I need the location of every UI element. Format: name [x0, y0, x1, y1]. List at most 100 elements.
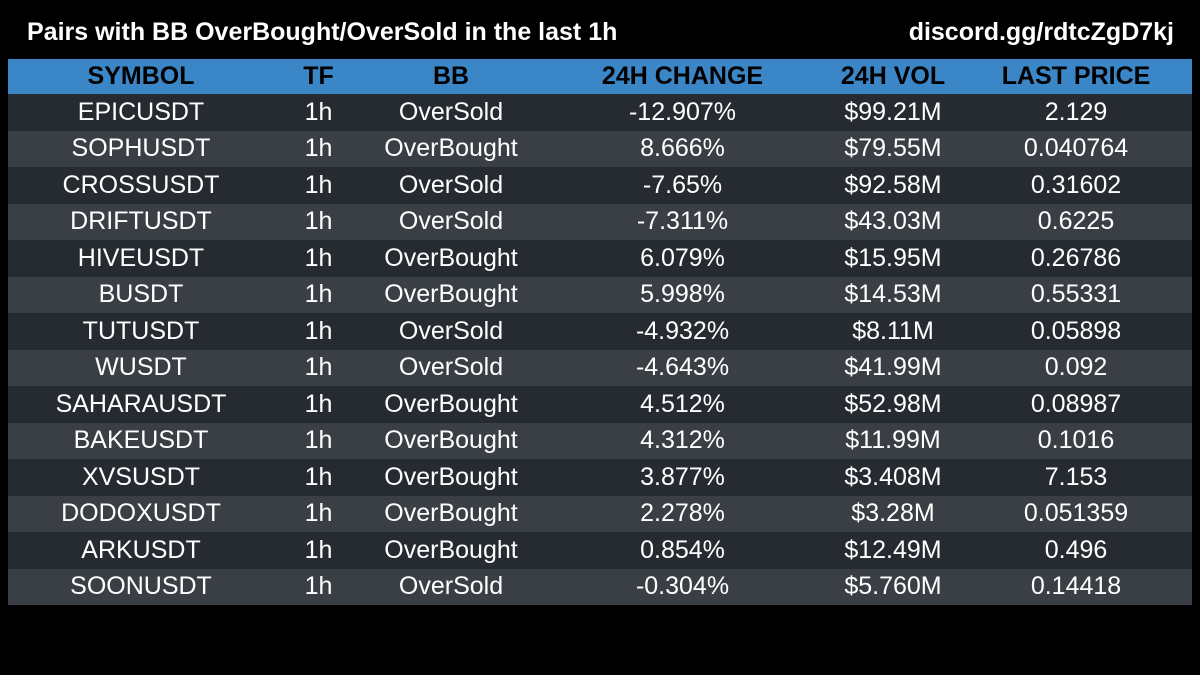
tf-cell: 1h — [274, 313, 363, 350]
bb-cell: OverBought — [363, 422, 539, 459]
symbol-cell: SAHARAUSDT — [8, 386, 274, 423]
bb-cell: OverBought — [363, 532, 539, 569]
column-header-symbol[interactable]: SYMBOL — [8, 59, 274, 94]
tf-cell: 1h — [274, 167, 363, 204]
bb-cell: OverBought — [363, 240, 539, 277]
change-cell: -0.304% — [539, 568, 826, 605]
tf-cell: 1h — [274, 422, 363, 459]
page-title: Pairs with BB OverBought/OverSold in the… — [27, 18, 618, 46]
volume-cell: $5.760M — [826, 568, 960, 605]
bb-cell: OverSold — [363, 203, 539, 240]
table-row[interactable]: BAKEUSDT 1h OverBought 4.312% $11.99M 0.1016 — [8, 422, 1192, 459]
price-cell: 7.153 — [960, 459, 1192, 496]
table-row[interactable]: CROSSUSDT 1h OverSold -7.65% $92.58M 0.31602 — [8, 167, 1192, 204]
symbol-cell: BUSDT — [8, 276, 274, 313]
price-cell: 0.14418 — [960, 568, 1192, 605]
price-cell: 0.55331 — [960, 276, 1192, 313]
symbol-cell: CROSSUSDT — [8, 167, 274, 204]
volume-cell: $41.99M — [826, 349, 960, 386]
volume-cell: $15.95M — [826, 240, 960, 277]
change-cell: 4.512% — [539, 386, 826, 423]
price-cell: 0.051359 — [960, 495, 1192, 532]
change-cell: 8.666% — [539, 130, 826, 167]
bb-cell: OverBought — [363, 495, 539, 532]
table-row[interactable]: SOPHUSDT 1h OverBought 8.666% $79.55M 0.04076… — [8, 130, 1192, 167]
symbol-cell: TUTUSDT — [8, 313, 274, 350]
volume-cell: $12.49M — [826, 532, 960, 569]
price-cell: 0.040764 — [960, 130, 1192, 167]
table-row[interactable]: DRIFTUSDT 1h OverSold -7.311% $43.03M 0.6225 — [8, 203, 1192, 240]
table-row[interactable]: XVSUSDT 1h OverBought 3.877% $3.408M 7.153 — [8, 459, 1192, 496]
volume-cell: $8.11M — [826, 313, 960, 350]
bb-cell: OverSold — [363, 568, 539, 605]
price-cell: 0.496 — [960, 532, 1192, 569]
bb-cell: OverBought — [363, 459, 539, 496]
volume-cell: $52.98M — [826, 386, 960, 423]
discord-link[interactable]: discord.gg/rdtcZgD7kj — [908, 18, 1174, 46]
tf-cell: 1h — [274, 459, 363, 496]
table-row[interactable]: HIVEUSDT 1h OverBought 6.079% $15.95M 0.26786 — [8, 240, 1192, 277]
symbol-cell: HIVEUSDT — [8, 240, 274, 277]
volume-cell: $43.03M — [826, 203, 960, 240]
tf-cell: 1h — [274, 532, 363, 569]
column-header-tf[interactable]: TF — [274, 59, 363, 94]
table-row[interactable]: SOONUSDT 1h OverSold -0.304% $5.760M 0.14418 — [8, 568, 1192, 605]
volume-cell: $79.55M — [826, 130, 960, 167]
bb-cell: OverBought — [363, 276, 539, 313]
column-header-last-price[interactable]: LAST PRICE — [960, 59, 1192, 94]
table-row[interactable]: TUTUSDT 1h OverSold -4.932% $8.11M 0.05898 — [8, 313, 1192, 350]
change-cell: 6.079% — [539, 240, 826, 277]
tf-cell: 1h — [274, 203, 363, 240]
pairs-table: SYMBOL TF BB 24H CHANGE 24H VOL LAST PRI… — [8, 59, 1192, 605]
symbol-cell: ARKUSDT — [8, 532, 274, 569]
table-row[interactable]: WUSDT 1h OverSold -4.643% $41.99M 0.092 — [8, 349, 1192, 386]
bb-cell: OverSold — [363, 313, 539, 350]
tf-cell: 1h — [274, 495, 363, 532]
change-cell: -12.907% — [539, 94, 826, 131]
column-header-24h-change[interactable]: 24H CHANGE — [539, 59, 826, 94]
symbol-cell: SOONUSDT — [8, 568, 274, 605]
bb-cell: OverSold — [363, 349, 539, 386]
table-row[interactable]: SAHARAUSDT 1h OverBought 4.512% $52.98M 0.089… — [8, 386, 1192, 423]
symbol-cell: BAKEUSDT — [8, 422, 274, 459]
change-cell: -4.643% — [539, 349, 826, 386]
table-row[interactable]: DODOXUSDT 1h OverBought 2.278% $3.28M 0.05135… — [8, 495, 1192, 532]
table-body: EPICUSDT 1h OverSold -12.907% $99.21M 2.129 SO… — [8, 94, 1192, 605]
bb-cell: OverBought — [363, 386, 539, 423]
price-cell: 0.6225 — [960, 203, 1192, 240]
symbol-cell: DODOXUSDT — [8, 495, 274, 532]
table-row[interactable]: ARKUSDT 1h OverBought 0.854% $12.49M 0.496 — [8, 532, 1192, 569]
volume-cell: $11.99M — [826, 422, 960, 459]
change-cell: -4.932% — [539, 313, 826, 350]
price-cell: 0.1016 — [960, 422, 1192, 459]
price-cell: 0.08987 — [960, 386, 1192, 423]
change-cell: -7.311% — [539, 203, 826, 240]
column-header-24h-vol[interactable]: 24H VOL — [826, 59, 960, 94]
change-cell: 0.854% — [539, 532, 826, 569]
volume-cell: $14.53M — [826, 276, 960, 313]
symbol-cell: DRIFTUSDT — [8, 203, 274, 240]
price-cell: 0.31602 — [960, 167, 1192, 204]
tf-cell: 1h — [274, 568, 363, 605]
change-cell: 5.998% — [539, 276, 826, 313]
volume-cell: $92.58M — [826, 167, 960, 204]
change-cell: -7.65% — [539, 167, 826, 204]
price-cell: 0.05898 — [960, 313, 1192, 350]
table-row[interactable]: BUSDT 1h OverBought 5.998% $14.53M 0.55331 — [8, 276, 1192, 313]
bb-cell: OverSold — [363, 94, 539, 131]
bb-cell: OverBought — [363, 130, 539, 167]
change-cell: 4.312% — [539, 422, 826, 459]
price-cell: 2.129 — [960, 94, 1192, 131]
change-cell: 3.877% — [539, 459, 826, 496]
symbol-cell: XVSUSDT — [8, 459, 274, 496]
volume-cell: $99.21M — [826, 94, 960, 131]
volume-cell: $3.408M — [826, 459, 960, 496]
bb-cell: OverSold — [363, 167, 539, 204]
price-cell: 0.26786 — [960, 240, 1192, 277]
price-cell: 0.092 — [960, 349, 1192, 386]
table-header-row: SYMBOL TF BB 24H CHANGE 24H VOL LAST PRI… — [8, 59, 1192, 94]
tf-cell: 1h — [274, 276, 363, 313]
column-header-bb[interactable]: BB — [363, 59, 539, 94]
table-row[interactable]: EPICUSDT 1h OverSold -12.907% $99.21M 2.129 — [8, 94, 1192, 131]
tf-cell: 1h — [274, 94, 363, 131]
